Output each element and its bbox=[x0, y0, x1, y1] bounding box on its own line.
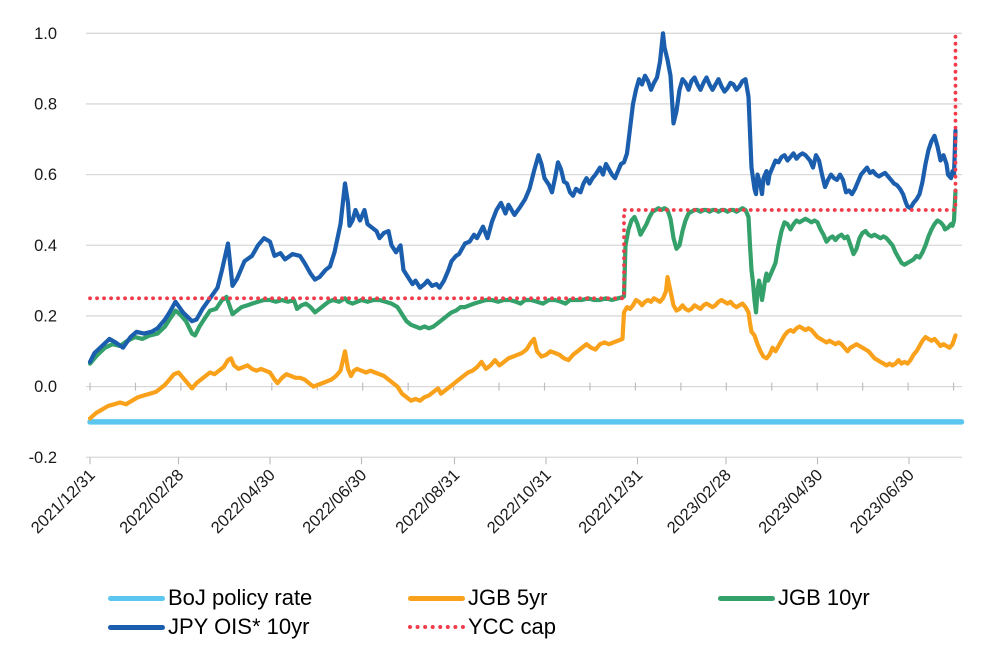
series-line-ycc-cap bbox=[88, 31, 958, 301]
y-axis-label-0.2: 0.2 bbox=[34, 307, 57, 325]
legend-swatch-jpy-ois-10yr bbox=[108, 624, 165, 630]
legend-label-jpy-ois-10yr: JPY OIS* 10yr bbox=[168, 614, 310, 639]
x-axis-label-2022/04/30: 2022/04/30 bbox=[208, 466, 279, 537]
x-axis-label-2023/04/30: 2023/04/30 bbox=[755, 466, 826, 537]
legend-label-boj-policy-rate: BoJ policy rate bbox=[168, 585, 313, 610]
legend-item-ycc-cap: YCC cap bbox=[408, 614, 556, 640]
legend-item-jgb-10yr: JGB 10yr bbox=[718, 585, 870, 611]
legend-label-ycc-cap: YCC cap bbox=[468, 614, 557, 639]
legend-swatch-boj-policy-rate bbox=[108, 595, 165, 601]
y-axis-label-0.4: 0.4 bbox=[34, 237, 57, 255]
legend-item-boj-policy-rate: BoJ policy rate bbox=[108, 585, 312, 611]
legend-label-jgb-10yr: JGB 10yr bbox=[778, 585, 870, 610]
legend-swatch-jgb-5yr bbox=[408, 595, 465, 601]
legend-swatch-ycc-cap bbox=[408, 625, 465, 629]
y-axis-label-0.6: 0.6 bbox=[34, 166, 57, 184]
y-axis-label-0.8: 0.8 bbox=[34, 95, 57, 113]
x-axis-label-2022/10/31: 2022/10/31 bbox=[484, 466, 555, 537]
x-axis-label-2022/02/28: 2022/02/28 bbox=[116, 466, 187, 537]
x-axis-label-2023/06/30: 2023/06/30 bbox=[847, 466, 918, 537]
y-axis-label--0.2: -0.2 bbox=[29, 449, 57, 467]
x-axis-label-2021/12/31: 2021/12/31 bbox=[28, 466, 99, 537]
y-axis-label-0.0: 0.0 bbox=[34, 378, 57, 396]
x-axis-label-2022/12/31: 2022/12/31 bbox=[575, 466, 646, 537]
x-axis-label-2022/06/30: 2022/06/30 bbox=[299, 466, 370, 537]
legend-item-jpy-ois-10yr: JPY OIS* 10yr bbox=[108, 614, 309, 640]
legend-label-jgb-5yr: JGB 5yr bbox=[468, 585, 548, 610]
x-axis-label-2023/02/28: 2023/02/28 bbox=[664, 466, 735, 537]
series-line-jgb-5yr bbox=[87, 275, 958, 421]
y-axis-label-1.0: 1.0 bbox=[34, 25, 57, 43]
legend-item-jgb-5yr: JGB 5yr bbox=[408, 585, 547, 611]
plot-area: 1.0 0.8 0.6 0.4 0.2 0.0 -0.2 2021/12/31 2022/02/… bbox=[28, 25, 965, 537]
series-line-jpy-ois-10yr bbox=[87, 31, 958, 364]
x-axis-label-2022/08/31: 2022/08/31 bbox=[392, 466, 463, 537]
legend-swatch-jgb-10yr bbox=[718, 595, 775, 601]
